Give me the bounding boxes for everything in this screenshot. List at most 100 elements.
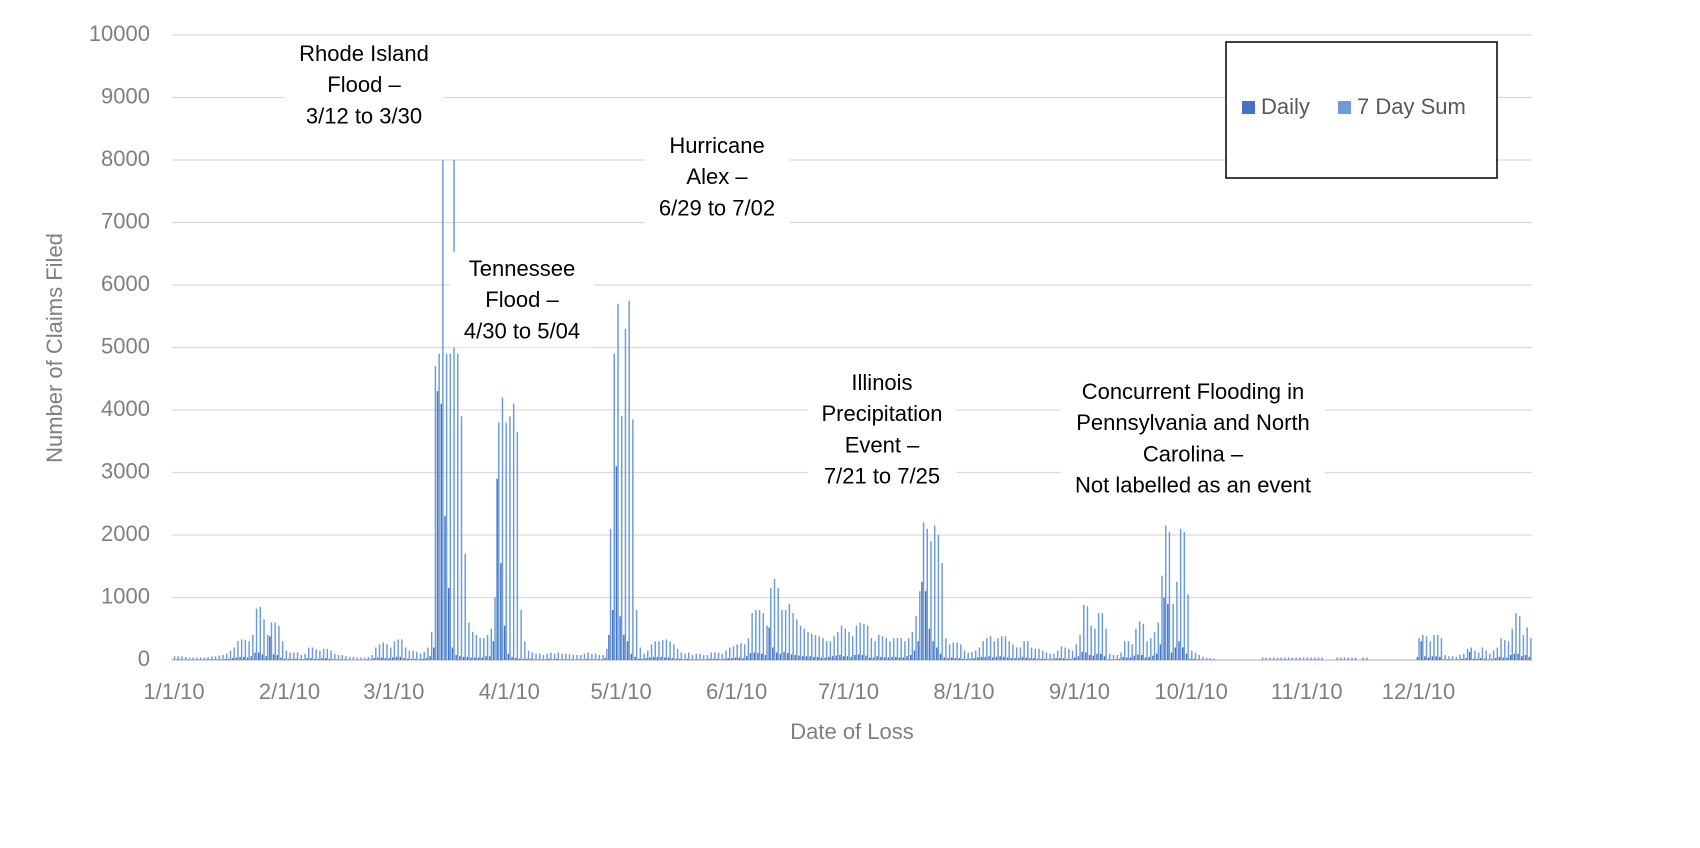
bar xyxy=(820,657,823,660)
bar xyxy=(430,631,433,660)
bar xyxy=(393,641,396,660)
bar xyxy=(658,641,660,660)
x-tick-label: 4/1/10 xyxy=(479,679,540,704)
bar xyxy=(656,656,659,660)
bar xyxy=(600,659,603,660)
bar xyxy=(960,644,962,660)
bar xyxy=(1176,581,1178,660)
bar xyxy=(628,300,630,660)
bar xyxy=(801,656,804,660)
bar xyxy=(1444,655,1446,660)
bar xyxy=(717,652,720,660)
bar xyxy=(188,657,191,660)
bar xyxy=(1366,657,1368,660)
bar xyxy=(289,652,291,660)
bar xyxy=(175,659,178,660)
bar xyxy=(1015,647,1018,660)
bar xyxy=(764,655,767,660)
bar xyxy=(1059,658,1061,660)
bar xyxy=(269,636,271,660)
bar xyxy=(1010,658,1013,660)
bar xyxy=(1351,657,1353,660)
bar xyxy=(885,638,887,660)
bar xyxy=(192,657,194,660)
bar xyxy=(915,616,917,660)
bar xyxy=(1034,648,1037,660)
bar xyxy=(1150,638,1152,660)
bar xyxy=(328,658,331,660)
bar xyxy=(781,610,783,660)
bar xyxy=(304,653,306,660)
bar xyxy=(1463,653,1465,660)
bar xyxy=(973,658,975,660)
bar xyxy=(527,650,530,660)
bar xyxy=(1287,657,1290,660)
bar xyxy=(1189,658,1191,660)
bar xyxy=(840,625,843,660)
bar xyxy=(608,635,610,660)
bar xyxy=(880,656,882,660)
bar xyxy=(1144,657,1147,660)
bar xyxy=(719,659,722,660)
bar xyxy=(539,653,541,660)
bar xyxy=(1518,616,1521,660)
bar xyxy=(1196,659,1199,660)
annotation-background xyxy=(285,36,443,133)
bar xyxy=(1429,641,1431,660)
y-tick-label: 4000 xyxy=(101,396,150,421)
bar xyxy=(526,658,528,660)
bar xyxy=(248,641,250,660)
bar xyxy=(784,610,787,660)
bar xyxy=(274,622,276,660)
bar xyxy=(1273,657,1275,660)
bar xyxy=(904,641,906,660)
bar xyxy=(414,658,416,660)
bar xyxy=(1487,659,1489,660)
annotation-text: Not labelled as an event xyxy=(1075,473,1311,498)
bar xyxy=(1137,654,1139,660)
bar xyxy=(950,657,953,660)
bar xyxy=(1477,652,1480,660)
bar xyxy=(395,656,398,660)
bar xyxy=(296,652,299,660)
bar xyxy=(794,655,796,660)
bar xyxy=(749,653,752,660)
bar xyxy=(1088,655,1091,660)
bar xyxy=(974,650,977,660)
bar xyxy=(1416,656,1419,660)
bar xyxy=(1141,655,1143,660)
bar xyxy=(799,625,802,660)
bar xyxy=(1302,657,1305,660)
bar xyxy=(690,659,692,660)
bar xyxy=(336,659,338,660)
bar xyxy=(293,652,295,660)
bar xyxy=(578,659,580,660)
bar xyxy=(563,659,565,660)
bar xyxy=(317,658,320,660)
bar xyxy=(883,657,886,660)
bar xyxy=(345,656,347,660)
bar xyxy=(496,478,498,660)
bar xyxy=(1148,656,1150,660)
bar xyxy=(1317,657,1320,660)
annotation: Illinois Precipitation Event – 7/21 to 7/25 xyxy=(807,365,957,493)
x-tick-label: 1/1/10 xyxy=(143,679,204,704)
bar xyxy=(1468,651,1471,660)
bar xyxy=(363,657,366,660)
bar xyxy=(665,639,668,660)
bar xyxy=(460,416,463,660)
bar xyxy=(917,641,919,660)
bar xyxy=(1291,657,1294,660)
bar xyxy=(1027,641,1029,660)
bar xyxy=(386,644,388,660)
bar xyxy=(796,619,798,660)
bar xyxy=(1446,659,1449,660)
bar xyxy=(1094,628,1096,660)
bar xyxy=(1509,655,1512,660)
bar xyxy=(444,516,446,660)
bar xyxy=(384,658,387,660)
bar xyxy=(967,652,969,660)
bar xyxy=(272,654,275,660)
bar xyxy=(1167,603,1169,660)
bar xyxy=(1036,658,1039,660)
